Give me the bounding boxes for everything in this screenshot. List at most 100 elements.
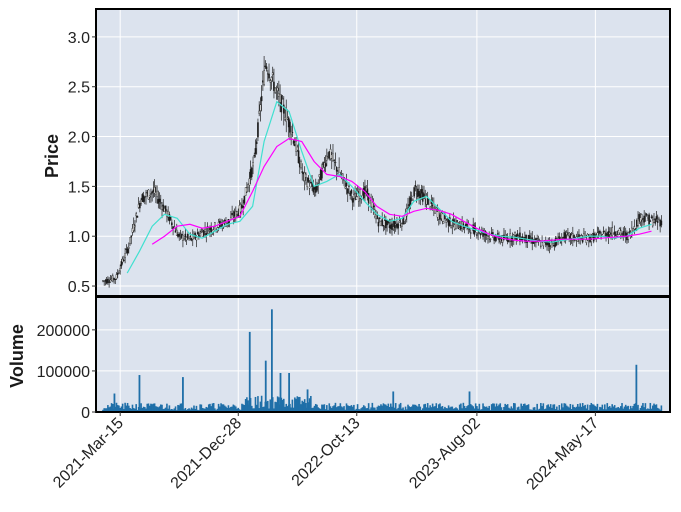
candle-body bbox=[142, 195, 145, 202]
volume-bar bbox=[383, 404, 386, 412]
candle-body bbox=[189, 235, 192, 237]
volume-bar bbox=[441, 405, 444, 412]
candle-body bbox=[219, 220, 221, 224]
volume-bar bbox=[350, 405, 353, 412]
volume-y-axis: 0 100000 200000 bbox=[37, 323, 96, 422]
volume-bar bbox=[599, 406, 601, 412]
volume-bar bbox=[232, 404, 235, 412]
candle-body bbox=[116, 273, 119, 275]
price-grid bbox=[96, 9, 670, 296]
volume-bar bbox=[211, 403, 214, 412]
candle-body bbox=[488, 235, 490, 238]
volume-bar bbox=[273, 408, 275, 412]
candle-body bbox=[637, 218, 639, 226]
volume-bar-spike bbox=[248, 331, 251, 412]
candle-body bbox=[581, 239, 584, 243]
volume-bar bbox=[231, 406, 233, 412]
candle-body bbox=[403, 222, 406, 225]
volume-bar bbox=[604, 404, 606, 412]
candle-body bbox=[314, 186, 317, 193]
volume-bar bbox=[549, 404, 552, 412]
candle-body bbox=[456, 220, 459, 222]
volume-panel-background bbox=[96, 297, 670, 412]
candle-body bbox=[119, 268, 121, 272]
candle-body bbox=[451, 225, 454, 227]
candle-body bbox=[412, 199, 414, 201]
volume-bar bbox=[178, 405, 181, 412]
volume-bar bbox=[520, 403, 522, 412]
candle-body bbox=[223, 219, 226, 222]
volume-bar bbox=[348, 405, 350, 412]
volume-bar bbox=[613, 405, 616, 412]
volume-bar bbox=[473, 408, 476, 412]
candle-body bbox=[152, 189, 155, 192]
candle-body bbox=[151, 191, 153, 194]
candle-body bbox=[195, 237, 198, 241]
candle-body bbox=[611, 227, 613, 236]
volume-bar bbox=[445, 408, 447, 412]
volume-bar bbox=[501, 409, 504, 412]
volume-bar bbox=[508, 407, 510, 412]
candle-body bbox=[633, 226, 636, 230]
volume-bar bbox=[134, 408, 136, 412]
candle-body bbox=[551, 242, 553, 248]
candle-body bbox=[139, 202, 141, 209]
volume-bar bbox=[396, 409, 398, 412]
candle-body bbox=[284, 117, 286, 120]
volume-bar bbox=[124, 402, 126, 412]
volume-bar-spike bbox=[138, 375, 141, 412]
volume-bar bbox=[166, 403, 168, 412]
candle-body bbox=[396, 223, 398, 228]
volume-bar bbox=[294, 397, 296, 412]
volume-bar bbox=[421, 408, 424, 412]
candle-body bbox=[311, 182, 313, 188]
candle-body bbox=[602, 231, 605, 233]
volume-bar bbox=[120, 406, 123, 412]
price-tick-label: 1.0 bbox=[68, 229, 90, 246]
candle-body bbox=[565, 232, 568, 236]
candle-body bbox=[258, 110, 260, 114]
candle-body bbox=[337, 171, 339, 174]
candle-body bbox=[643, 215, 645, 223]
volume-bar bbox=[580, 406, 583, 412]
volume-bar bbox=[333, 405, 336, 412]
candle-body bbox=[140, 199, 142, 204]
volume-bar bbox=[612, 406, 615, 412]
volume-bar bbox=[648, 409, 650, 412]
volume-bar bbox=[145, 408, 147, 412]
volume-bar bbox=[242, 404, 244, 412]
volume-bar bbox=[449, 407, 451, 412]
candle-body bbox=[327, 156, 329, 158]
volume-bar bbox=[360, 408, 363, 412]
price-tick-label: 0.5 bbox=[68, 279, 90, 296]
volume-bar bbox=[463, 405, 466, 412]
volume-bar bbox=[380, 404, 382, 412]
candle-body bbox=[578, 234, 580, 238]
volume-bar bbox=[328, 403, 331, 412]
candle-body bbox=[322, 162, 324, 166]
volume-bar bbox=[195, 405, 198, 412]
price-axis-label: Price bbox=[42, 134, 62, 178]
candle-body bbox=[547, 242, 550, 245]
volume-bar bbox=[654, 404, 657, 412]
candle-body bbox=[269, 80, 272, 83]
volume-bar bbox=[183, 409, 185, 412]
volume-bar bbox=[153, 403, 156, 412]
volume-bar bbox=[472, 406, 474, 412]
volume-bar bbox=[407, 404, 409, 412]
candle-body bbox=[184, 233, 187, 237]
volume-bar bbox=[607, 406, 610, 412]
candle-body bbox=[290, 130, 292, 135]
candle-body bbox=[298, 162, 301, 168]
volume-bar bbox=[129, 408, 131, 412]
candle-body bbox=[134, 225, 136, 228]
volume-bar bbox=[377, 405, 380, 412]
volume-bar bbox=[206, 407, 209, 412]
candle-body bbox=[199, 233, 201, 237]
candle-body bbox=[567, 232, 569, 234]
price-tick-label: 1.5 bbox=[68, 179, 90, 196]
volume-bar-spike bbox=[279, 372, 282, 412]
candle-body bbox=[599, 230, 601, 234]
candle-body bbox=[231, 213, 233, 216]
candle-body bbox=[177, 234, 179, 237]
